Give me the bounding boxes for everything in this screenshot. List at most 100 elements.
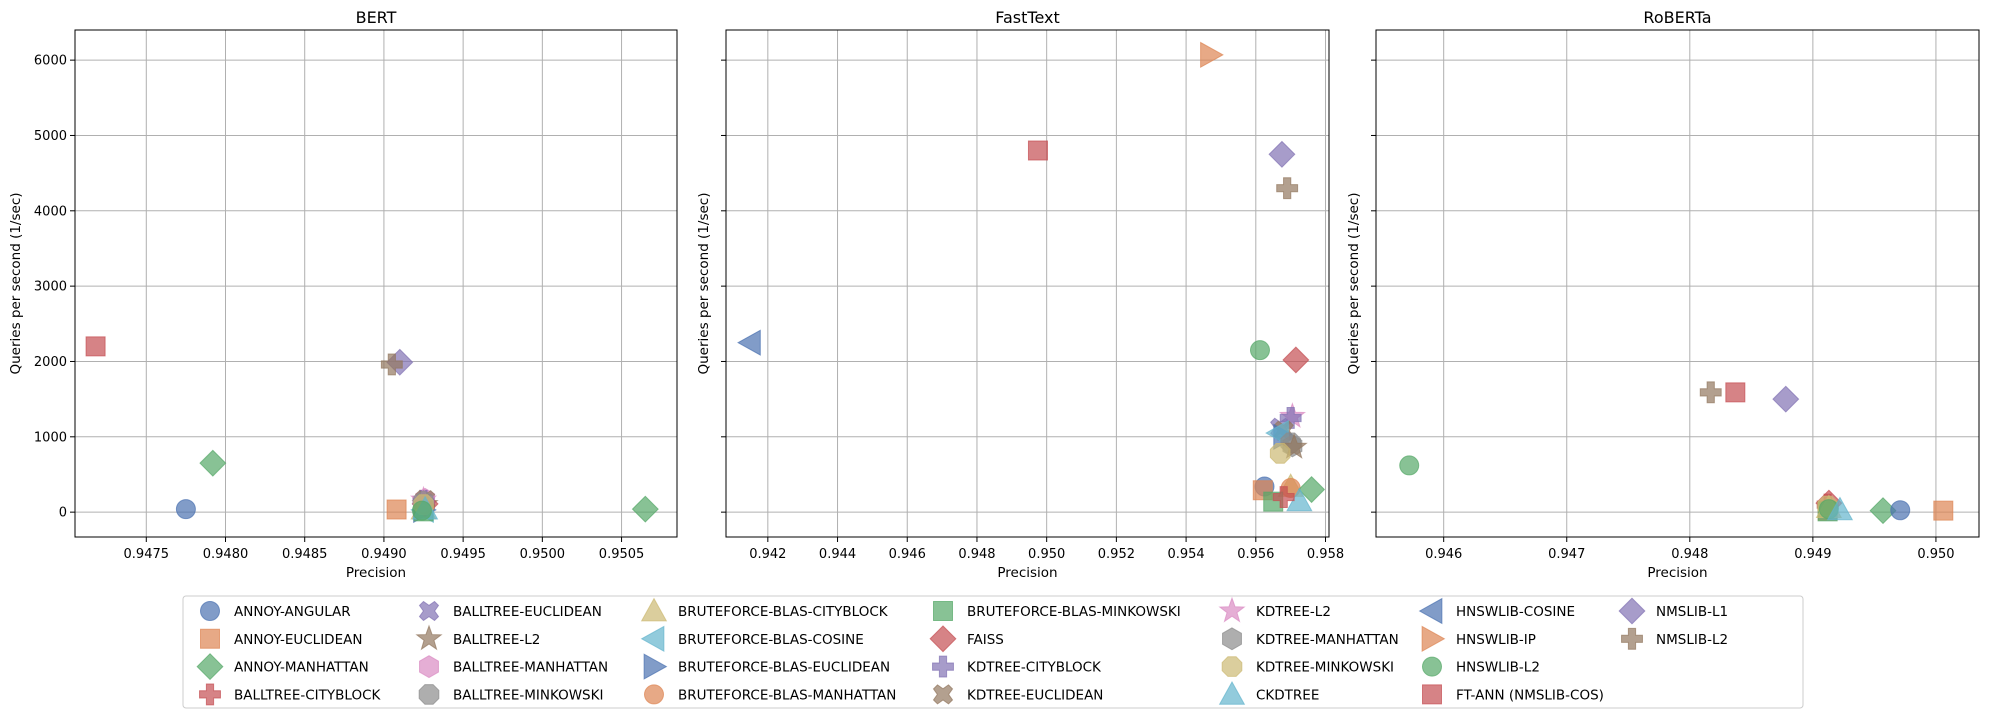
- data-point-annoy-euclidean: [386, 499, 407, 520]
- data-point-kdtree-cityblock: [1279, 407, 1302, 429]
- legend-item-balltree-euclidean: BALLTREE-EUCLIDEAN: [418, 600, 602, 622]
- legend-label: ANNOY-EUCLIDEAN: [234, 632, 362, 648]
- legend-item-bruteforce-blas-cityblock: BRUTEFORCE-BLAS-CITYBLOCK: [640, 597, 889, 622]
- legend-marker-hnswlib-ip: [1421, 625, 1446, 652]
- legend-item-bruteforce-blas-minkowski: BRUTEFORCE-BLAS-MINKOWSKI: [933, 601, 1181, 621]
- data-point-ft-ann-nmslib-cos: [1725, 382, 1746, 403]
- legend-marker-balltree-minkowski: [418, 684, 440, 705]
- data-point-nmslib-l2: [1276, 177, 1299, 200]
- y-tick-label: 0: [59, 506, 67, 521]
- x-tick-label: 0.947: [1548, 547, 1585, 562]
- data-points: [737, 41, 1326, 512]
- legend-item-balltree-minkowski: BALLTREE-MINKOWSKI: [418, 684, 603, 705]
- legend-marker-balltree-euclidean: [418, 600, 440, 622]
- legend-item-hnswlib-l2: HNSWLIB-L2: [1422, 656, 1540, 677]
- y-tick-label: 3000: [34, 280, 67, 295]
- data-point-nmslib-l2: [1699, 381, 1722, 404]
- x-tick-label: 0.9490: [361, 547, 407, 562]
- data-point-hnswlib-cosine: [737, 329, 761, 356]
- x-tick-label: 0.949: [1794, 547, 1831, 562]
- legend-label: BALLTREE-CITYBLOCK: [234, 687, 381, 703]
- x-tick-label: 0.9475: [124, 547, 170, 562]
- legend-item-hnswlib-cosine: HNSWLIB-COSINE: [1418, 597, 1575, 625]
- legend-marker-kdtree-manhattan: [1222, 627, 1242, 651]
- data-point-annoy-manhattan: [1298, 476, 1326, 504]
- legend-label: BRUTEFORCE-BLAS-MANHATTAN: [678, 687, 896, 703]
- legend-item-nmslib-l2: NMSLIB-L2: [1621, 627, 1728, 650]
- y-tick-label: 2000: [34, 355, 67, 370]
- y-tick-label: 4000: [34, 204, 67, 219]
- data-point-balltree-cityblock: [1272, 486, 1295, 509]
- data-point-annoy-euclidean: [1933, 500, 1954, 521]
- legend-marker-kdtree-l2: [1218, 596, 1246, 623]
- legend-label: BALLTREE-EUCLIDEAN: [453, 604, 602, 620]
- legend-item-annoy-angular: ANNOY-ANGULAR: [200, 601, 351, 621]
- data-point-nmslib-l1: [1268, 140, 1296, 168]
- data-point-faiss: [1282, 346, 1310, 374]
- legend-item-nmslib-l1: NMSLIB-L1: [1618, 597, 1728, 625]
- legend-label: HNSWLIB-IP: [1456, 632, 1536, 648]
- legend-marker-ckdtree: [1218, 681, 1246, 705]
- legend-marker-balltree-cityblock: [199, 683, 221, 706]
- x-tick-label: 0.9480: [203, 547, 249, 562]
- legend-label: KDTREE-MANHATTAN: [1256, 632, 1399, 648]
- x-tick-label: 0.946: [889, 547, 926, 562]
- legend-item-kdtree-l2: KDTREE-L2: [1218, 596, 1331, 623]
- legend: ANNOY-ANGULAR ANNOY-EUCLIDEAN ANNOY-MANHAT…: [182, 595, 1804, 709]
- data-point-annoy-manhattan: [199, 449, 227, 477]
- x-tick-label: 0.958: [1307, 547, 1344, 562]
- legend-label: ANNOY-MANHATTAN: [234, 660, 369, 676]
- x-tick-label: 0.9485: [282, 547, 328, 562]
- x-tick-label: 0.954: [1167, 547, 1204, 562]
- x-tick-label: 0.948: [958, 547, 995, 562]
- legend-marker-bruteforce-blas-cosine: [640, 625, 665, 652]
- legend-item-faiss: FAISS: [929, 625, 1004, 653]
- legend-item-kdtree-cityblock: KDTREE-CITYBLOCK: [932, 655, 1102, 678]
- x-tick-label: 0.956: [1237, 547, 1274, 562]
- y-tick-label: 6000: [34, 54, 67, 69]
- x-tick-label: 0.942: [749, 547, 786, 562]
- legend-marker-nmslib-l2: [1621, 627, 1643, 650]
- panel-roberta: 0.946 0.947 0.948 0.949 0.950 RoBERTa Precisio…: [1346, 8, 1980, 581]
- legend-marker-hnswlib-l2: [1422, 656, 1442, 677]
- legend-marker-faiss: [929, 625, 957, 653]
- gridlines: [75, 30, 677, 537]
- panel-fasttext: 0.942 0.944 0.946 0.948 0.950 0.952 0.954 0.956…: [696, 8, 1344, 581]
- y-axis-label: Queries per second (1/sec): [1346, 192, 1362, 374]
- chart-title: BERT: [356, 8, 397, 27]
- legend-item-kdtree-manhattan: KDTREE-MANHATTAN: [1222, 627, 1399, 651]
- data-point-balltree-l2: [1280, 433, 1308, 459]
- legend-label: KDTREE-L2: [1256, 604, 1331, 620]
- legend-label: BALLTREE-MINKOWSKI: [453, 687, 603, 703]
- data-point-hnswlib-ip: [1200, 41, 1224, 69]
- x-tick-label: 0.9500: [520, 547, 566, 562]
- x-axis-label: Precision: [346, 565, 406, 581]
- x-tick-label: 0.950: [1917, 547, 1954, 562]
- legend-item-bruteforce-blas-manhattan: BRUTEFORCE-BLAS-MANHATTAN: [644, 684, 896, 705]
- x-tick-label: 0.9495: [440, 547, 486, 562]
- legend-marker-bruteforce-blas-manhattan: [644, 684, 664, 705]
- legend-marker-bruteforce-blas-minkowski: [933, 601, 953, 621]
- legend-label: CKDTREE: [1256, 687, 1319, 703]
- chart-title: RoBERTa: [1643, 8, 1711, 27]
- legend-item-balltree-manhattan: BALLTREE-MANHATTAN: [419, 655, 608, 679]
- legend-label: BRUTEFORCE-BLAS-EUCLIDEAN: [678, 660, 890, 676]
- legend-label: HNSWLIB-L2: [1456, 660, 1540, 676]
- legend-marker-kdtree-cityblock: [932, 655, 954, 678]
- chart-title: FastText: [995, 8, 1060, 27]
- y-tick-label: 5000: [34, 129, 67, 144]
- data-point-hnswlib-l2: [411, 500, 432, 521]
- legend-marker-annoy-euclidean: [200, 628, 220, 649]
- legend-item-ft-ann-nmslib-cos: FT-ANN (NMSLIB-COS): [1422, 684, 1604, 705]
- y-axis-label: Queries per second (1/sec): [696, 192, 712, 374]
- legend-marker-annoy-angular: [200, 601, 220, 621]
- axes-frame: [1375, 29, 1980, 538]
- legend-marker-bruteforce-blas-euclidean: [643, 653, 668, 680]
- legend-label: FT-ANN (NMSLIB-COS): [1456, 687, 1604, 703]
- legend-label: ANNOY-ANGULAR: [234, 604, 351, 620]
- legend-marker-kdtree-minkowski: [1221, 656, 1243, 677]
- legend-marker-bruteforce-blas-cityblock: [640, 597, 668, 622]
- data-point-annoy-angular: [1890, 500, 1911, 521]
